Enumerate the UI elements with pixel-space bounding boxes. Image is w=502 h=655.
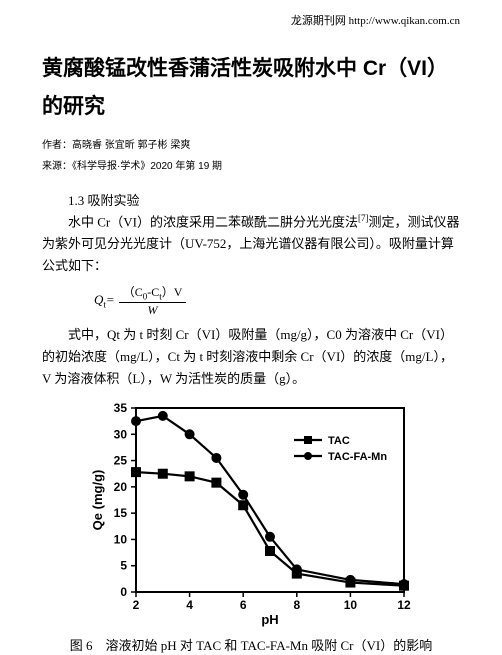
svg-text:4: 4 [186,598,193,612]
formula-num-a: （C [123,285,143,299]
site-link: 龙源期刊网 http://www.qikan.com.cn [291,12,460,28]
svg-text:TAC-FA-Mn: TAC-FA-Mn [328,451,387,463]
citation-sup: [7] [358,213,369,223]
svg-text:12: 12 [397,598,411,612]
paragraph-2: 式中，Qt 为 t 时刻 Cr（VI）吸附量（mg/g），C0 为溶液中 Cr（… [42,324,460,390]
authors-line: 作者：高晓睿 张宜昕 郭子彬 梁爽 [42,136,460,151]
svg-text:30: 30 [114,427,128,441]
svg-text:2: 2 [133,598,140,612]
paragraph-1: 水中 Cr（VI）的浓度采用二苯碳酰二肼分光光度法[7]测定，测试仪器为紫外可见… [42,211,460,278]
formula-lhs: Q [94,292,103,307]
svg-text:Qe (mg/g): Qe (mg/g) [90,470,105,531]
formula: Qt = （C0-Ct）V W [94,283,460,317]
formula-num-mid: -C [147,285,159,299]
figure-caption: 图 6 溶液初始 pH 对 TAC 和 TAC-FA-Mn 吸附 Cr（VI）的… [42,636,460,655]
svg-text:25: 25 [114,453,128,467]
paper-title: 黄腐酸锰改性香蒲活性炭吸附水中 Cr（VI）的研究 [42,50,460,126]
svg-text:35: 35 [114,401,128,415]
svg-text:0: 0 [120,585,127,599]
formula-den: W [148,303,158,317]
svg-text:10: 10 [114,532,128,546]
section-heading: 1.3 吸附实验 [68,190,460,209]
para1-a: 水中 Cr（VI）的浓度采用二苯碳酰二肼分光光度法 [68,214,358,229]
svg-text:8: 8 [293,598,300,612]
svg-text:5: 5 [120,559,127,573]
formula-eq: = [106,292,115,308]
svg-text:TAC: TAC [328,435,350,447]
source-line: 来源：《科学导报·学术》2020 年第 19 期 [42,157,460,172]
svg-text:pH: pH [261,612,278,627]
formula-num-b: ）V [162,285,183,299]
svg-text:10: 10 [344,598,358,612]
chart-svg: 2 4 6 8 10 12 0 5 10 15 20 25 30 35 pH Qe (mg/g) TAC TAC-… [86,398,416,630]
chart-figure-6: 2 4 6 8 10 12 0 5 10 15 20 25 30 35 pH Qe (mg/g) TAC TAC-… [86,398,416,630]
svg-text:15: 15 [114,506,128,520]
svg-text:6: 6 [240,598,247,612]
svg-text:20: 20 [114,480,128,494]
